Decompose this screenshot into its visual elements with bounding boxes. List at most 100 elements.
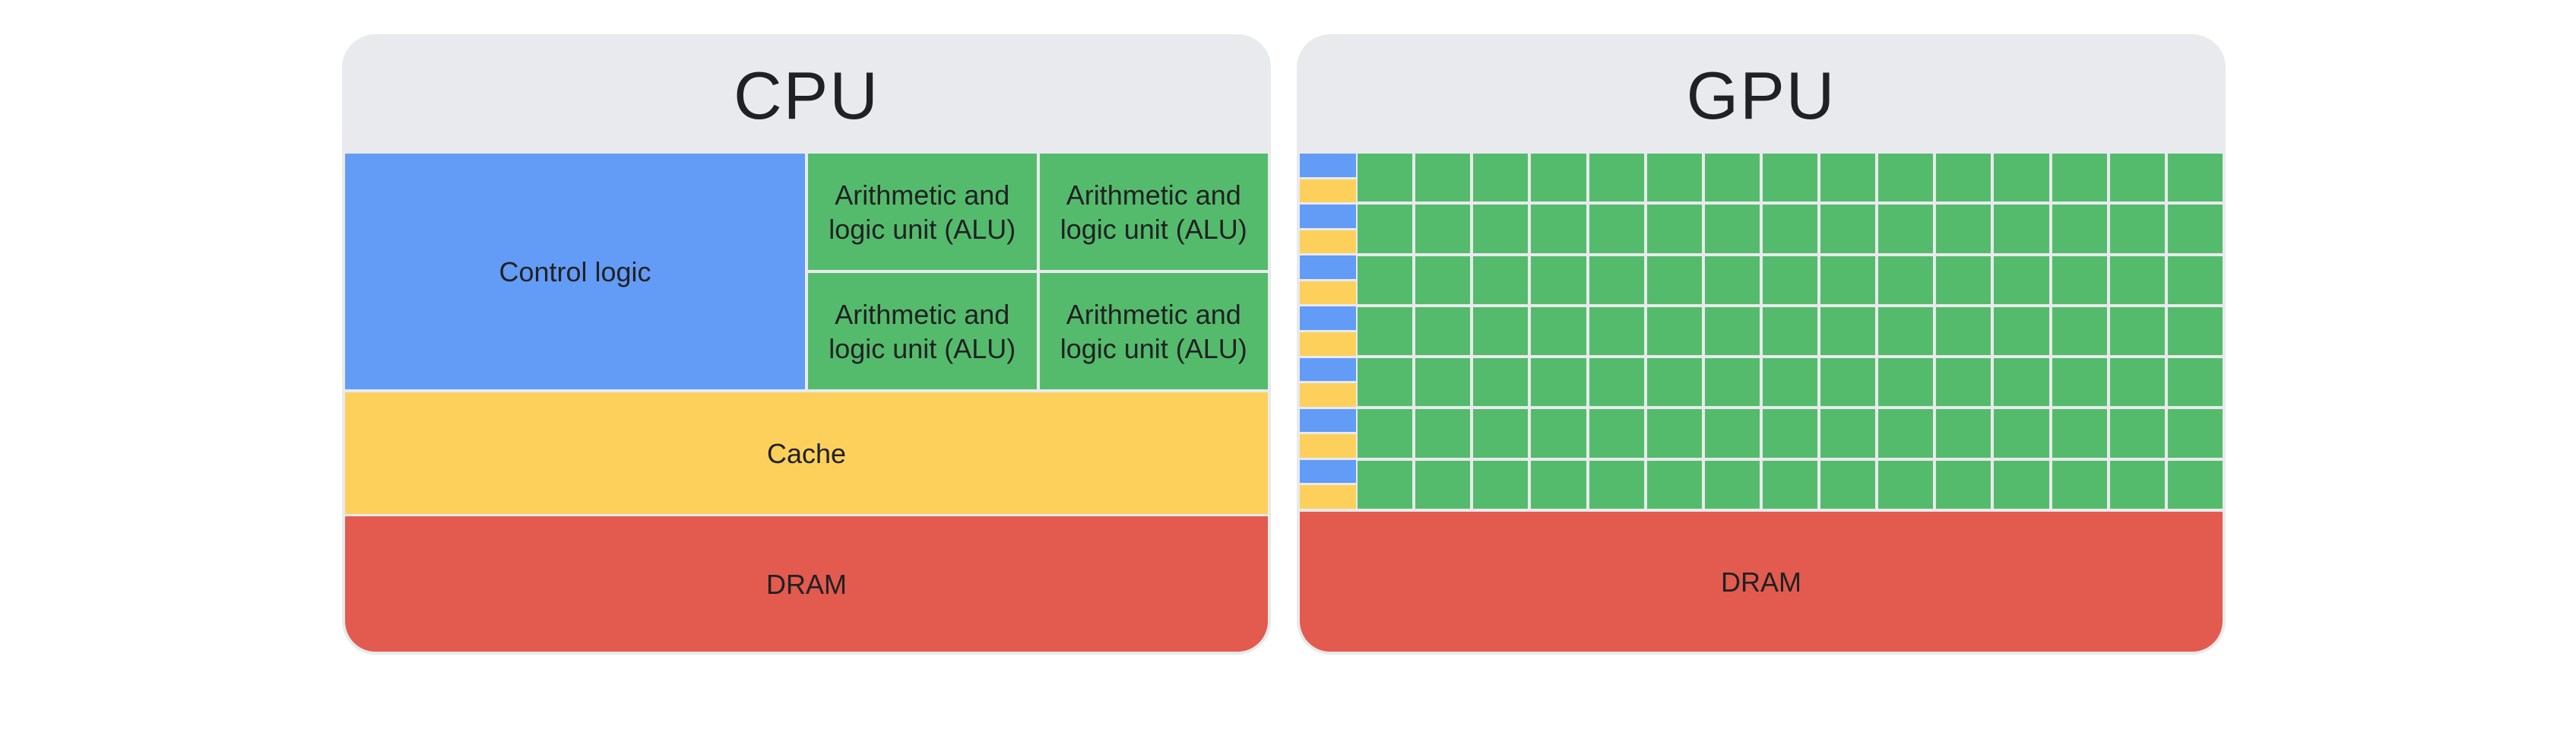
gpu-core [2052, 358, 2107, 407]
gpu-core [2052, 409, 2107, 458]
gpu-core [1878, 205, 1934, 253]
gpu-core [1531, 255, 1586, 304]
gpu-core [1531, 154, 1586, 202]
gpu-core [1415, 205, 1471, 253]
gpu-core [2167, 306, 2223, 356]
gpu-core [1994, 358, 2049, 407]
gpu-core [1358, 205, 1413, 253]
gpu-core [2167, 255, 2223, 304]
gpu-core [1589, 409, 1644, 458]
gpu-core [1994, 154, 2049, 202]
gpu-core [2052, 255, 2107, 304]
gpu-core [1936, 358, 1991, 407]
gpu-core [1473, 306, 1529, 356]
gpu-core [1358, 460, 1413, 509]
gpu-core [1878, 358, 1934, 407]
gpu-core [1646, 154, 1702, 202]
cpu-alu-grid: Arithmetic and logic unit (ALU) Arithmet… [808, 154, 1268, 389]
gpu-core [1820, 306, 1876, 356]
gpu-core [1878, 154, 1934, 202]
gpu-dram: DRAM [1300, 512, 2223, 652]
gpu-core [1704, 306, 1760, 356]
gpu-core [1358, 154, 1413, 202]
gpu-title: GPU [1686, 57, 1836, 133]
gpu-core [1531, 205, 1586, 253]
gpu-core [1589, 460, 1644, 509]
gpu-core [1994, 205, 2049, 253]
gpu-core [1762, 460, 1818, 509]
gpu-core [2052, 306, 2107, 356]
gpu-core [1936, 205, 1991, 253]
gpu-control-strip [1300, 306, 1356, 330]
gpu-core [1646, 255, 1702, 304]
gpu-core [1589, 205, 1644, 253]
gpu-core [1936, 460, 1991, 509]
gpu-core [1704, 358, 1760, 407]
cpu-dram: DRAM [345, 516, 1268, 652]
gpu-cache-strip [1300, 434, 1356, 458]
cpu-panel: CPU Control logic Arithmetic and logic u… [342, 34, 1271, 655]
gpu-core [1994, 255, 2049, 304]
gpu-core [1878, 409, 1934, 458]
gpu-core [2167, 358, 2223, 407]
gpu-core [1473, 154, 1529, 202]
gpu-core [1589, 306, 1644, 356]
gpu-core [2167, 154, 2223, 202]
gpu-core [1820, 255, 1876, 304]
gpu-core-grid [1358, 154, 2223, 509]
gpu-core [1762, 154, 1818, 202]
gpu-core [2052, 460, 2107, 509]
gpu-core [2109, 460, 2165, 509]
gpu-core [1646, 409, 1702, 458]
gpu-core [1704, 255, 1760, 304]
gpu-control-strip [1300, 205, 1356, 228]
gpu-core [1646, 306, 1702, 356]
gpu-core [1646, 205, 1702, 253]
gpu-core [2109, 205, 2165, 253]
gpu-core [1358, 306, 1413, 356]
gpu-core [2109, 255, 2165, 304]
gpu-core [1531, 460, 1586, 509]
gpu-core [1704, 460, 1760, 509]
gpu-core [1936, 255, 1991, 304]
gpu-core [1473, 255, 1529, 304]
gpu-core [1589, 358, 1644, 407]
gpu-cache-strip [1300, 230, 1356, 254]
gpu-core [1820, 154, 1876, 202]
gpu-control-strip [1300, 459, 1356, 484]
cpu-cache: Cache [345, 392, 1268, 514]
gpu-core [2052, 205, 2107, 253]
gpu-core [1936, 154, 1991, 202]
gpu-core [1589, 154, 1644, 202]
gpu-core [1762, 205, 1818, 253]
gpu-core [1415, 255, 1471, 304]
gpu-core [2052, 154, 2107, 202]
gpu-core [1415, 306, 1471, 356]
cpu-alu-1: Arithmetic and logic unit (ALU) [808, 154, 1037, 270]
gpu-core [1820, 205, 1876, 253]
gpu-core [1704, 409, 1760, 458]
gpu-core [1878, 255, 1934, 304]
gpu-core [1415, 154, 1471, 202]
gpu-panel: GPU DRAM [1297, 34, 2226, 655]
gpu-core [1415, 460, 1471, 509]
gpu-control-cache-column [1300, 154, 1356, 509]
gpu-cache-strip [1300, 485, 1356, 509]
gpu-core [1531, 409, 1586, 458]
gpu-core [1646, 460, 1702, 509]
cpu-alu-2: Arithmetic and logic unit (ALU) [1039, 154, 1268, 270]
gpu-cache-strip [1300, 281, 1356, 305]
gpu-core [1531, 306, 1586, 356]
gpu-cache-strip [1300, 332, 1356, 356]
gpu-core [1704, 205, 1760, 253]
gpu-core [1762, 306, 1818, 356]
gpu-core [1358, 358, 1413, 407]
gpu-core [1762, 255, 1818, 304]
gpu-core [2167, 409, 2223, 458]
gpu-core [1936, 409, 1991, 458]
gpu-core [1358, 409, 1413, 458]
cpu-control-logic: Control logic [345, 154, 805, 389]
gpu-core [1820, 358, 1876, 407]
gpu-cache-strip [1300, 383, 1356, 407]
gpu-control-strip [1300, 408, 1356, 433]
